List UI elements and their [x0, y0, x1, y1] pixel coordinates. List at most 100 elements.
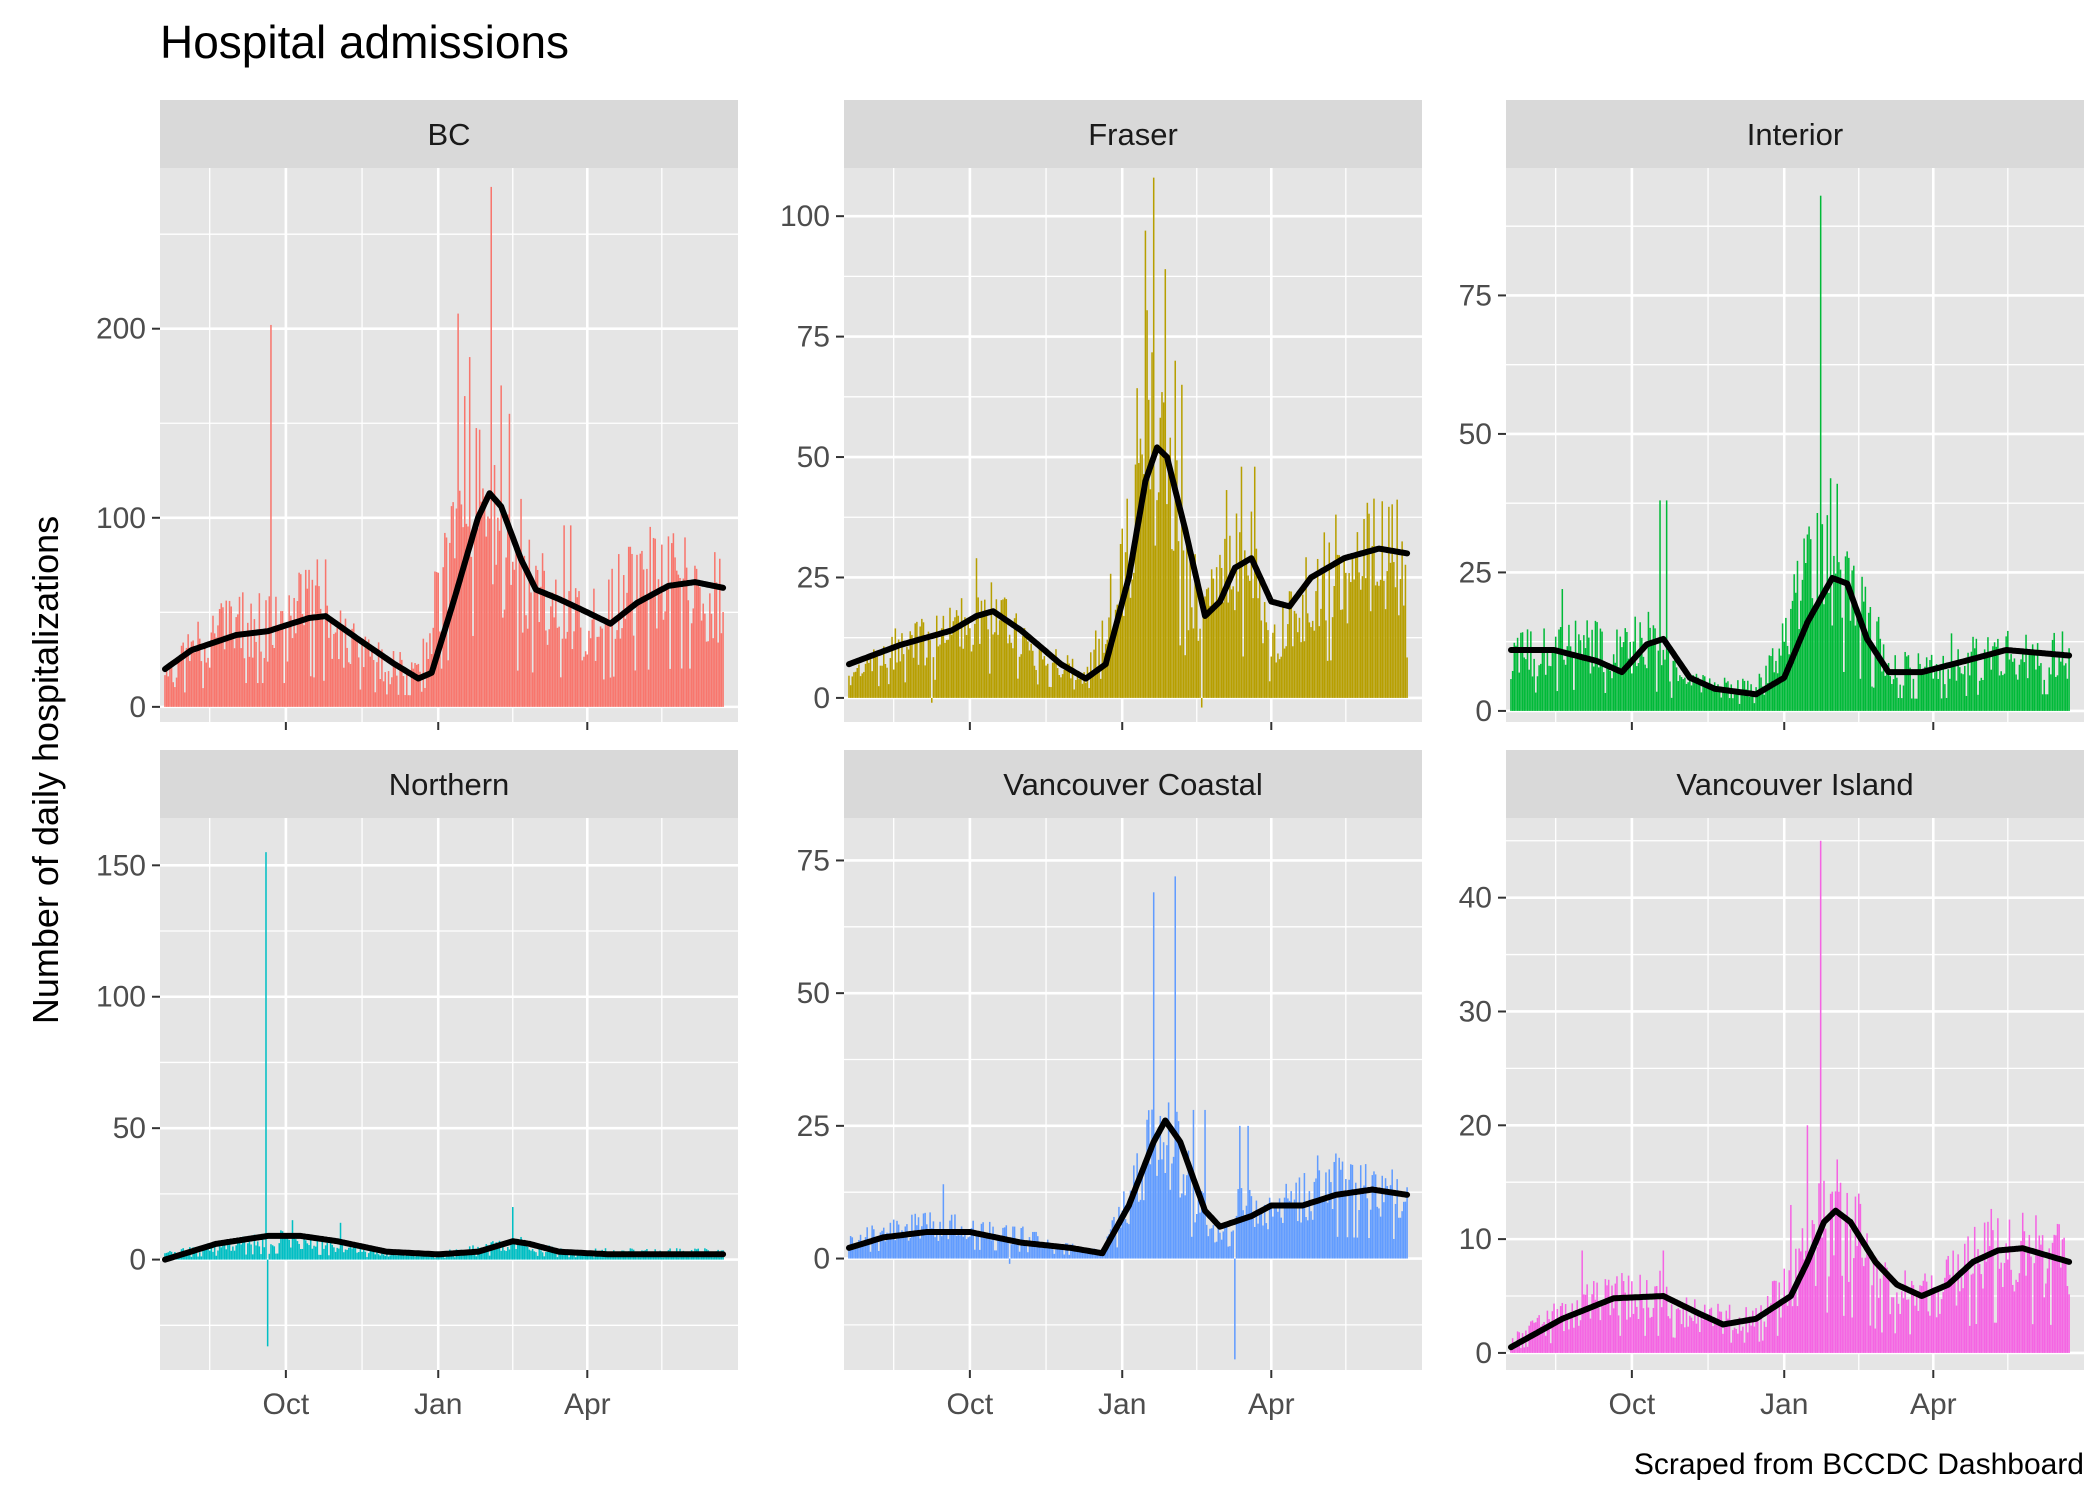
bar — [1313, 1181, 1316, 1259]
bar — [1187, 630, 1190, 698]
bar — [1217, 599, 1220, 698]
bar — [1273, 624, 1276, 698]
bar — [1922, 672, 1925, 711]
bar — [1818, 600, 1820, 711]
bar — [1660, 1307, 1663, 1353]
bar — [223, 1243, 226, 1260]
bar — [1384, 609, 1387, 698]
bar — [195, 1248, 198, 1260]
bar — [1076, 1248, 1079, 1259]
bar — [248, 1240, 251, 1260]
bar — [1829, 478, 1832, 711]
bar — [1854, 625, 1857, 711]
bar — [270, 324, 272, 707]
bar — [202, 1245, 204, 1260]
bar — [2026, 678, 2029, 711]
bar — [1381, 1175, 1384, 1259]
bar — [886, 1232, 888, 1259]
bar — [1919, 663, 1921, 711]
bar — [2036, 1250, 2039, 1353]
bar — [563, 525, 565, 707]
bar — [2025, 1275, 2027, 1353]
bar — [1558, 629, 1560, 711]
bar — [497, 1242, 499, 1260]
bar — [1535, 1322, 1537, 1353]
bar — [1292, 1207, 1294, 1259]
bar — [1543, 628, 1545, 711]
bar — [1824, 1228, 1827, 1353]
bar — [1003, 1227, 1006, 1259]
bar — [285, 627, 287, 707]
bar — [907, 1240, 910, 1259]
bar — [338, 1248, 340, 1260]
bar — [1003, 597, 1006, 698]
bar — [1682, 1308, 1684, 1353]
bar — [2021, 653, 2024, 711]
bar — [1340, 1169, 1342, 1259]
bar — [543, 570, 545, 707]
bar — [1205, 589, 1208, 698]
bar — [1060, 677, 1062, 698]
bar — [622, 575, 625, 707]
bar — [301, 1248, 304, 1260]
bar — [1675, 667, 1678, 711]
bar — [1157, 492, 1160, 698]
bar — [502, 617, 504, 707]
bar — [1945, 697, 1948, 711]
bar — [917, 664, 920, 698]
bar — [333, 1247, 335, 1260]
bar — [242, 1236, 244, 1260]
bar — [483, 496, 486, 707]
bar — [626, 592, 628, 707]
bar — [298, 1243, 300, 1260]
bar — [329, 620, 332, 707]
bar — [369, 656, 372, 707]
strip-label-interior: Interior — [1747, 117, 1843, 152]
bar — [1007, 1237, 1009, 1259]
bar — [242, 592, 244, 707]
bar — [462, 527, 464, 707]
bar — [901, 1230, 903, 1259]
bar — [492, 584, 494, 707]
bar — [848, 675, 850, 698]
bar — [1655, 1286, 1658, 1353]
bar — [266, 661, 269, 707]
bar — [1245, 1205, 1248, 1259]
bar — [617, 554, 620, 707]
bar — [1386, 1186, 1388, 1259]
bar — [296, 601, 299, 707]
bar — [1932, 1292, 1935, 1353]
bar — [1785, 617, 1787, 711]
bar — [235, 617, 237, 707]
bar — [2055, 676, 2057, 711]
bar — [459, 1252, 461, 1260]
bar — [707, 641, 709, 707]
bar — [1639, 622, 1641, 711]
bar — [1157, 1159, 1160, 1259]
bar — [182, 642, 184, 707]
bar — [2007, 1259, 2009, 1353]
bar — [1154, 1133, 1157, 1259]
bar — [1690, 1317, 1693, 1353]
bar — [629, 546, 632, 707]
bar — [1371, 545, 1374, 698]
bar — [1763, 1321, 1766, 1353]
bar — [1131, 1204, 1133, 1259]
bar — [1134, 1181, 1137, 1259]
bar — [1293, 610, 1296, 698]
bar — [1773, 672, 1776, 711]
bar — [1041, 1248, 1044, 1259]
bar — [1828, 592, 1830, 711]
bar — [245, 683, 247, 707]
bar — [1566, 646, 1569, 711]
bar — [1290, 591, 1292, 698]
bar — [1672, 660, 1675, 711]
bar — [940, 1236, 943, 1259]
bar — [1606, 1285, 1608, 1353]
bar — [1017, 1239, 1019, 1259]
bar — [712, 638, 714, 707]
y-tick-label: 100 — [96, 502, 146, 535]
bar — [1980, 1274, 1983, 1353]
bar — [217, 1250, 219, 1260]
bar — [1025, 1246, 1027, 1259]
